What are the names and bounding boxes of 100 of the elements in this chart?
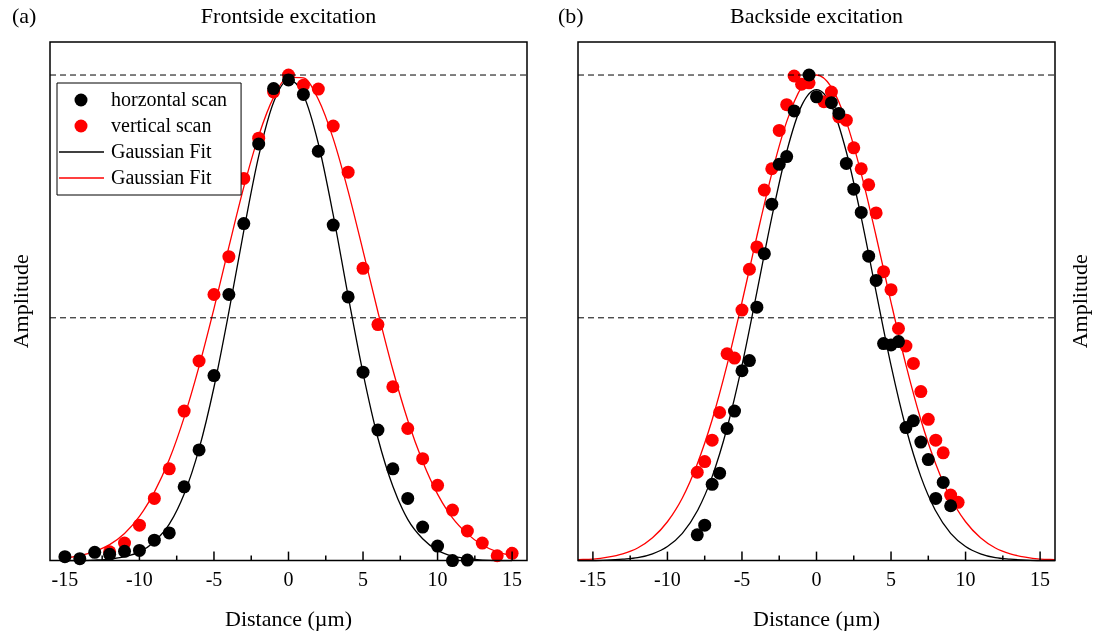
point [862,249,876,263]
text: (a) [12,3,37,28]
point [735,364,749,378]
x-tick-label: -10 [126,567,153,590]
point [386,462,400,476]
x-tick-label: 15 [1030,567,1051,590]
point [431,539,445,553]
point [742,262,756,276]
point [282,73,295,87]
point [147,533,161,547]
point [162,462,176,476]
point [832,106,846,120]
point [207,369,221,383]
point [929,491,943,505]
point [177,404,191,418]
point [445,554,459,568]
point [341,165,355,179]
point [132,543,146,557]
point [705,433,719,447]
legend-label: Gaussian Fit [111,166,212,189]
x-axis-title: Distance (µm) [225,605,352,631]
point [772,157,786,171]
point [884,283,898,297]
x-tick-label: 10 [427,567,448,590]
chart-title: Backside excitation [730,3,903,28]
point [356,365,370,379]
point [690,465,704,479]
point [162,526,176,540]
point [326,218,340,232]
point [847,141,861,155]
point [728,351,742,365]
x-tick-label: 0 [283,567,294,590]
point [386,380,400,394]
point [929,433,943,447]
point [839,156,853,170]
point [713,466,727,480]
point [118,544,132,558]
point [401,422,415,436]
point [147,491,161,505]
point [431,478,445,492]
point [416,452,430,466]
point [222,288,236,301]
x-tick-label: 5 [886,567,897,590]
x-tick-label: 5 [358,567,369,590]
point [914,435,928,449]
point [371,318,385,332]
point [237,217,251,231]
point [921,412,935,426]
point [765,197,779,211]
x-axis-title: Distance (µm) [753,605,880,631]
text: (b) [558,3,584,28]
point [869,273,883,287]
point [854,205,868,219]
point [936,475,950,489]
point [862,178,876,192]
point [780,150,794,164]
point [705,477,719,491]
point [914,385,928,399]
point [207,288,221,301]
point [750,300,764,314]
x-tick-label: -15 [579,567,607,590]
point [460,524,474,538]
point [341,290,355,304]
point [891,335,905,349]
point [921,453,935,467]
y-axis-title: Amplitude [1067,254,1092,349]
x-tick-label: 10 [955,567,976,590]
point [356,261,370,275]
point [877,265,891,279]
point [787,104,801,118]
point [757,183,771,197]
x-tick-label: 15 [502,567,523,590]
legend-label: horzontal scan [111,88,228,111]
point [936,446,950,460]
point [772,123,786,137]
point [757,247,771,261]
point [445,503,459,517]
point [132,518,146,532]
point [810,90,823,104]
x-tick-label: -15 [51,567,79,590]
point [698,455,712,469]
point [192,443,206,457]
point [906,414,920,428]
point [73,552,87,566]
point [891,321,905,335]
point [222,250,236,264]
point [728,404,742,418]
legend-label: vertical scan [111,114,212,137]
point [720,422,734,436]
point [326,119,340,133]
point [192,354,206,368]
x-tick-label: 0 [811,567,822,590]
chart-title: Frontside excitation [200,3,377,28]
x-tick-label: -10 [654,567,681,590]
point [88,545,102,559]
point [371,423,385,437]
point [252,137,266,151]
point [906,356,920,370]
point [854,162,868,176]
point [311,144,325,158]
